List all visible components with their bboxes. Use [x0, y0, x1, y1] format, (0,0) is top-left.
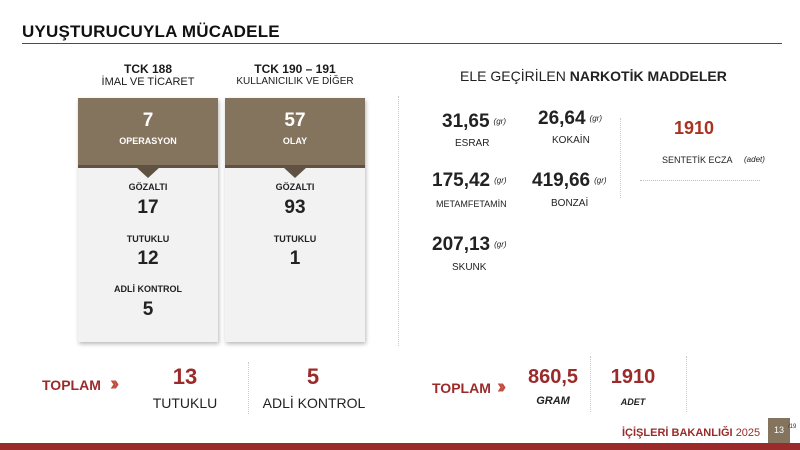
- drug-value: 207,13 (gr): [432, 234, 507, 255]
- footer-year: 2025: [735, 427, 761, 439]
- col1-card-header: 7 OPERASYON: [78, 98, 218, 178]
- seized-heading: ELE GEÇİRİLEN NARKOTİK MADDELER: [460, 68, 727, 84]
- col2-stat-label: TUTUKLU: [273, 234, 317, 244]
- col1-operation-label: OPERASYON: [119, 136, 177, 146]
- col2-event-count: 57: [284, 110, 306, 131]
- col2-stat-label: GÖZALTI: [275, 182, 315, 192]
- col2-card-header: 57 OLAY: [225, 98, 365, 178]
- total-label-right: TOPLAM: [432, 380, 491, 396]
- col1-heading-code: TCK 188: [123, 62, 173, 76]
- total-adli-value: 5: [306, 364, 320, 389]
- section-divider: [398, 96, 399, 346]
- title-divider: [22, 43, 782, 44]
- chevron-right-icon: ››: [110, 373, 120, 395]
- col2-heading: TCK 190 – 191 KULLANICILIK VE DİĞER: [222, 62, 368, 88]
- total-adet-value: 1910: [610, 366, 656, 388]
- drug-value: 26,64 (gr): [538, 108, 602, 129]
- ministry-footer: İÇİŞLERİ BAKANLIĞI 2025: [622, 427, 760, 439]
- chevron-right-icon: ››: [497, 376, 507, 398]
- drug-label: ESRAR: [455, 138, 490, 149]
- col2-event-label: OLAY: [282, 136, 308, 146]
- page-number: 13: [768, 418, 790, 443]
- seized-heading-prefix: ELE GEÇİRİLEN: [460, 68, 566, 84]
- ministry-name: İÇİŞLERİ BAKANLIĞI: [622, 427, 733, 439]
- totals-divider: [248, 362, 249, 414]
- totals-divider: [590, 356, 591, 412]
- total-adli-label: ADLİ KONTROL: [262, 395, 366, 411]
- total-tutuklu-label: TUTUKLU: [152, 395, 218, 411]
- col2-heading-desc: KULLANICILIK VE DİĞER: [236, 76, 354, 88]
- seized-heading-bold: NARKOTİK MADDELER: [569, 68, 727, 84]
- drug-label: METAMFETAMİN: [436, 199, 507, 209]
- col2-stat-value: 93: [284, 197, 306, 218]
- drug-label: SKUNK: [452, 262, 487, 273]
- col2-card: 57 OLAY GÖZALTI 93 TUTUKLU 1: [225, 98, 365, 342]
- drug-label: KOKAİN: [552, 135, 590, 146]
- page-title: UYUŞTURUCUYLA MÜCADELE: [22, 22, 280, 41]
- col1-stat-value: 12: [137, 248, 159, 269]
- synthetic-label: SENTETİK ECZA: [662, 155, 733, 165]
- col1-stat-label: GÖZALTI: [128, 182, 168, 192]
- col1-stat-label: ADLİ KONTROL: [114, 284, 182, 294]
- col1-stat-value: 5: [142, 299, 154, 320]
- total-label-left: TOPLAM: [42, 377, 101, 393]
- col1-stat-label: TUTUKLU: [126, 234, 170, 244]
- drug-value: 419,66 (gr): [532, 170, 607, 191]
- drug-label: BONZAİ: [551, 198, 589, 209]
- totals-divider: [686, 356, 687, 412]
- col2-stat-value: 1: [289, 248, 301, 269]
- drug-value: 175,42 (gr): [432, 170, 507, 191]
- col1-heading: TCK 188 İMAL VE TİCARET: [78, 62, 218, 90]
- footer-bar: [0, 443, 800, 450]
- col1-heading-desc: İMAL VE TİCARET: [101, 76, 195, 89]
- synthetic-underline: [640, 180, 760, 181]
- synthetic-divider: [620, 118, 621, 198]
- total-tutuklu-value: 13: [172, 364, 198, 389]
- synthetic-value: 1910: [674, 118, 715, 138]
- synthetic-unit: (adet): [744, 155, 765, 164]
- drug-value: 31,65 (gr): [442, 111, 506, 132]
- page-total: /19: [788, 424, 797, 430]
- col2-heading-code: TCK 190 – 191: [254, 62, 336, 76]
- total-gram-value: 860,5: [527, 366, 579, 388]
- total-adet-label: ADET: [620, 397, 646, 407]
- total-gram-label: GRAM: [536, 395, 570, 407]
- col1-operation-count: 7: [142, 110, 154, 131]
- col1-stat-value: 17: [137, 197, 159, 218]
- col1-card: 7 OPERASYON GÖZALTI 17 TUTUKLU 12 ADLİ K…: [78, 98, 218, 342]
